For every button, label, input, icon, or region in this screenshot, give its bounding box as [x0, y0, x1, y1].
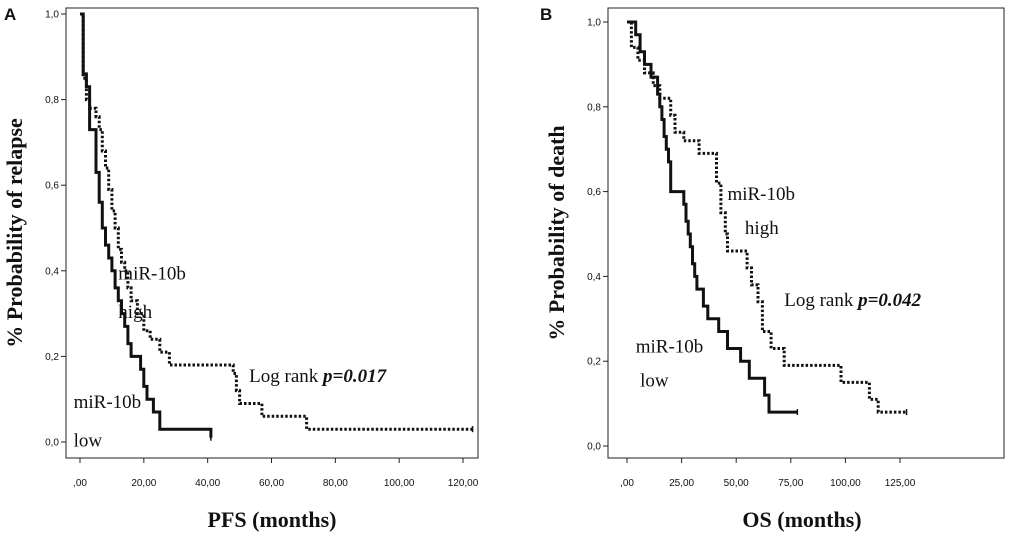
- panel-b-series-high-curve: [627, 20, 907, 414]
- panel-a-xtick-label-6: 120,00: [448, 478, 479, 489]
- panel-b-annotation-low2: low: [640, 371, 669, 392]
- panel-a-annotation-high2: high: [118, 302, 152, 323]
- panel-a-annotation-low1: miR-10b: [74, 392, 142, 413]
- panel-a-xtick-label-4: 80,00: [323, 478, 348, 489]
- panel-b-annotation-lr-text: Log rank: [784, 290, 858, 311]
- panel-a-series-low-curve: [80, 12, 213, 438]
- panel-a-xtick-label-5: 100,00: [384, 478, 415, 489]
- panel-b-axis-frame: [607, 7, 1005, 459]
- panel-b-annotation-lr: Log rank p=0.042: [784, 290, 921, 311]
- panel-b-annotation-lr-pvalue: p=0.042: [856, 290, 922, 311]
- panel-b-series-low-curve: [627, 20, 798, 414]
- panel-a-y-axis-label: % Probability of relapse: [2, 118, 27, 348]
- panel-b-xtick-label-2: 50,00: [724, 478, 749, 489]
- panel-b-ytick-label-5: 1,0: [587, 18, 601, 29]
- panel-a-ytick-label-1: 0,2: [45, 352, 59, 363]
- panel-a-xtick-label-1: 20,00: [131, 478, 156, 489]
- panel-a-xtick-label-0: ,00: [73, 478, 87, 489]
- panel-a-xtick-label-3: 60,00: [259, 478, 284, 489]
- panel-a-x-axis-label: PFS (months): [208, 507, 337, 532]
- panel-a-ytick-label-5: 1,0: [45, 10, 59, 21]
- panel-b-x-axis-label: OS (months): [742, 507, 861, 532]
- panel-a-annotation-lr-text: Log rank: [249, 366, 323, 387]
- panel-a-annotation-high1-text: miR-10b: [118, 263, 186, 284]
- panel-a-letter: A: [4, 5, 16, 24]
- panel-a-xtick-label-2: 40,00: [195, 478, 220, 489]
- panel-a-annotation-high1: miR-10b: [118, 263, 186, 284]
- panel-b-ytick-label-0: 0,0: [587, 442, 601, 453]
- panel-b-xtick-label-4: 100,00: [830, 478, 861, 489]
- panel-b-ytick-label-1: 0,2: [587, 357, 601, 368]
- panel-a-ytick-label-2: 0,4: [45, 266, 59, 277]
- panel-a-ytick-label-4: 0,8: [45, 95, 59, 106]
- panel-a-series-high-curve: [80, 12, 473, 431]
- panel-a-axis-frame: [65, 7, 479, 459]
- panel-b-annotation-high2-text: high: [745, 218, 779, 239]
- panel-b-annotation-high1-text: miR-10b: [727, 184, 795, 205]
- panel-b-ytick-label-4: 0,8: [587, 102, 601, 113]
- panel-b-annotation-low1-text: miR-10b: [636, 337, 704, 358]
- panel-b-xtick-label-5: 125,00: [885, 478, 916, 489]
- panel-a-ytick-label-0: 0,0: [45, 438, 59, 449]
- panel-a: A 0,0 0,2 0,4 0,6 0,8 1,0 ,00 20,00 40,00 60,00 80,…: [2, 5, 479, 532]
- panel-b-annotation-low1: miR-10b: [636, 337, 704, 358]
- panel-b-ytick-label-3: 0,6: [587, 187, 601, 198]
- panel-b-ytick-label-2: 0,4: [587, 272, 601, 283]
- panel-a-annotation-low1-text: miR-10b: [74, 392, 142, 413]
- panel-b-xtick-label-3: 75,00: [778, 478, 803, 489]
- panel-b-annotation-high1: miR-10b: [727, 184, 795, 205]
- panel-b-annotation-high2: high: [745, 218, 779, 239]
- panel-a-annotation-lr: Log rank p=0.017: [249, 366, 387, 387]
- panel-b: B 0,0 0,2 0,4 0,6 0,8 1,0 ,00 25,00 50,00 75,00 100…: [540, 5, 1005, 532]
- panel-a-annotation-high2-text: high: [118, 302, 152, 323]
- panel-b-y-axis-label: % Probability of death: [544, 125, 569, 340]
- panel-a-annotation-lr-pvalue: p=0.017: [321, 366, 388, 387]
- panel-a-ytick-label-3: 0,6: [45, 181, 59, 192]
- panel-b-xtick-label-0: ,00: [620, 478, 634, 489]
- panel-b-xtick-label-1: 25,00: [669, 478, 694, 489]
- panel-b-annotation-low2-text: low: [640, 371, 669, 392]
- panel-a-annotation-low2: low: [74, 430, 103, 451]
- panel-a-annotation-low2-text: low: [74, 430, 103, 451]
- panel-b-letter: B: [540, 5, 552, 24]
